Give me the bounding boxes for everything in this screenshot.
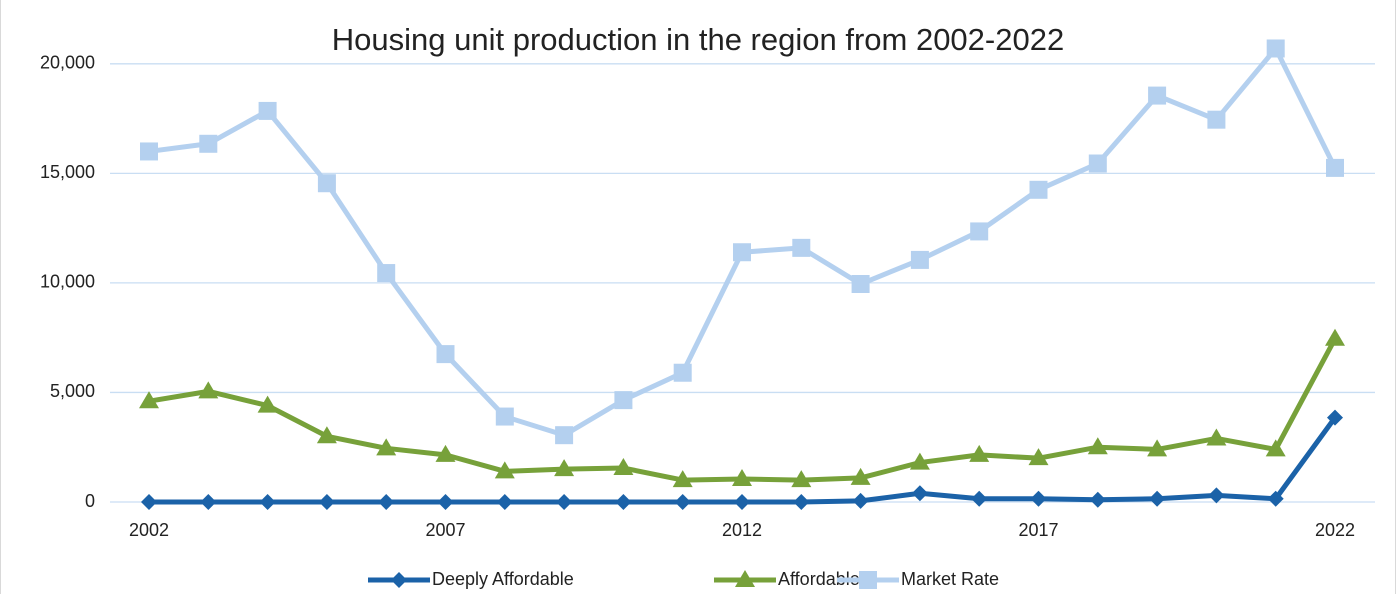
point-marker (672, 470, 693, 488)
point-marker (437, 494, 454, 510)
point-marker (615, 494, 632, 510)
point-marker (494, 461, 515, 479)
point-marker (734, 494, 750, 510)
x-tick-label: 2002 (129, 520, 169, 540)
point-marker (555, 426, 574, 445)
point-marker (1089, 491, 1106, 508)
point-marker (1028, 448, 1049, 466)
x-tick-label: 2012 (722, 520, 762, 540)
point-marker (970, 222, 989, 241)
point-marker (969, 444, 990, 462)
point-marker (852, 492, 869, 509)
y-tick-label: 0 (85, 491, 95, 511)
point-marker (1207, 110, 1226, 129)
y-tick-label: 5,000 (50, 381, 95, 401)
y-tick-label: 20,000 (40, 53, 95, 73)
point-marker (1265, 439, 1286, 457)
point-marker (911, 485, 928, 502)
point-marker (1327, 409, 1343, 426)
y-tick-label: 10,000 (40, 272, 95, 292)
point-marker (259, 494, 276, 510)
point-marker (792, 238, 811, 257)
point-marker (613, 458, 634, 476)
x-tick-label: 2007 (425, 520, 465, 540)
point-marker (1147, 439, 1168, 457)
point-marker (199, 134, 218, 153)
point-marker (140, 142, 158, 161)
point-marker (435, 444, 456, 462)
point-marker (673, 363, 692, 382)
point-marker (791, 470, 812, 488)
point-marker (1208, 487, 1225, 504)
x-tick-label: 2022 (1315, 520, 1355, 540)
point-marker (198, 381, 219, 399)
point-marker (316, 426, 337, 444)
x-tick-label: 2017 (1018, 520, 1058, 540)
legend-label: Affordable (778, 569, 860, 589)
legend-label: Deeply Affordable (432, 569, 574, 589)
point-marker (139, 391, 159, 409)
point-marker (1030, 490, 1047, 507)
point-marker (376, 438, 397, 456)
point-marker (614, 391, 633, 410)
point-marker (257, 395, 278, 413)
point-marker (495, 407, 514, 426)
point-marker (850, 467, 871, 485)
point-marker (496, 494, 513, 510)
point-marker (1087, 437, 1108, 455)
point-marker (554, 459, 575, 477)
point-marker (258, 101, 277, 120)
chart-title: Housing unit production in the region fr… (332, 22, 1064, 57)
point-marker (793, 494, 810, 510)
point-marker (909, 452, 930, 470)
point-marker (971, 490, 988, 507)
point-marker (141, 494, 157, 510)
point-marker (1266, 39, 1285, 58)
legend-marker (859, 571, 877, 589)
point-marker (1149, 490, 1166, 507)
point-marker (436, 345, 455, 364)
point-marker (318, 494, 335, 510)
point-marker (317, 174, 336, 193)
point-marker (377, 264, 396, 283)
point-marker (1325, 328, 1345, 346)
point-marker (1267, 490, 1284, 507)
point-marker (733, 243, 751, 262)
point-marker (1206, 428, 1227, 446)
legend-marker (391, 572, 407, 588)
point-marker (556, 494, 573, 510)
point-marker (1088, 154, 1107, 173)
point-marker (732, 468, 752, 486)
point-marker (674, 494, 691, 510)
point-marker (1029, 180, 1048, 199)
legend-marker (735, 570, 755, 587)
y-tick-label: 15,000 (40, 162, 95, 182)
point-marker (200, 494, 217, 510)
legend-label: Market Rate (901, 569, 999, 589)
point-marker (1148, 86, 1167, 105)
point-marker (378, 494, 395, 510)
point-marker (1326, 158, 1344, 177)
point-marker (851, 275, 870, 294)
point-marker (910, 250, 929, 269)
